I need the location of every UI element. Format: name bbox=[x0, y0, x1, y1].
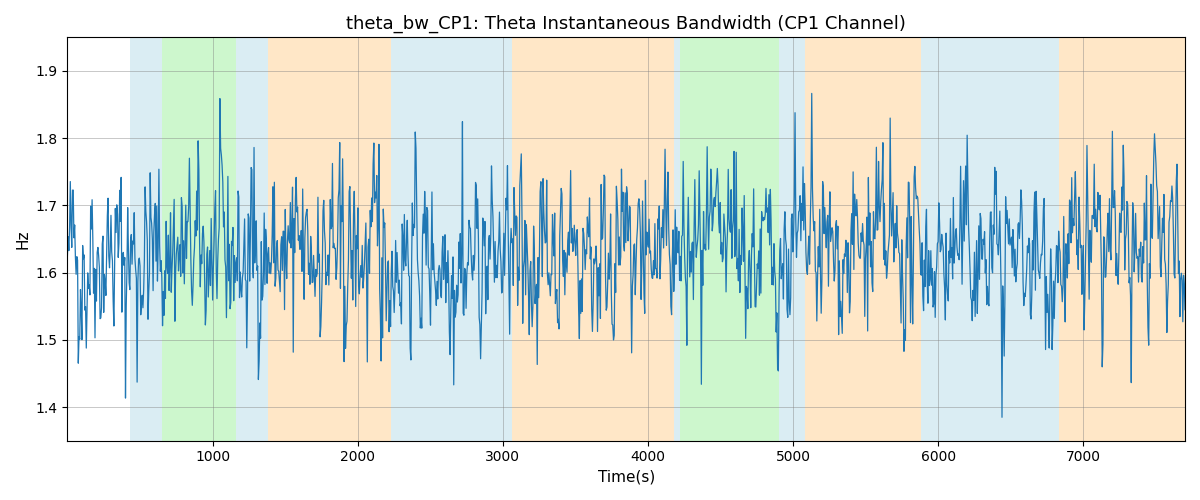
Bar bbox=[500, 38, 511, 440]
Bar bbox=[1058, 38, 1186, 440]
Bar bbox=[391, 38, 500, 440]
Bar bbox=[680, 38, 779, 440]
Bar bbox=[779, 38, 805, 440]
Title: theta_bw_CP1: Theta Instantaneous Bandwidth (CP1 Channel): theta_bw_CP1: Theta Instantaneous Bandwi… bbox=[347, 15, 906, 34]
Bar bbox=[235, 38, 268, 440]
Bar bbox=[162, 38, 235, 440]
Bar bbox=[674, 38, 680, 440]
Bar bbox=[130, 38, 162, 440]
X-axis label: Time(s): Time(s) bbox=[598, 470, 655, 485]
Bar bbox=[920, 38, 1058, 440]
Bar bbox=[805, 38, 920, 440]
Bar bbox=[511, 38, 674, 440]
Y-axis label: Hz: Hz bbox=[16, 230, 30, 249]
Bar bbox=[268, 38, 391, 440]
